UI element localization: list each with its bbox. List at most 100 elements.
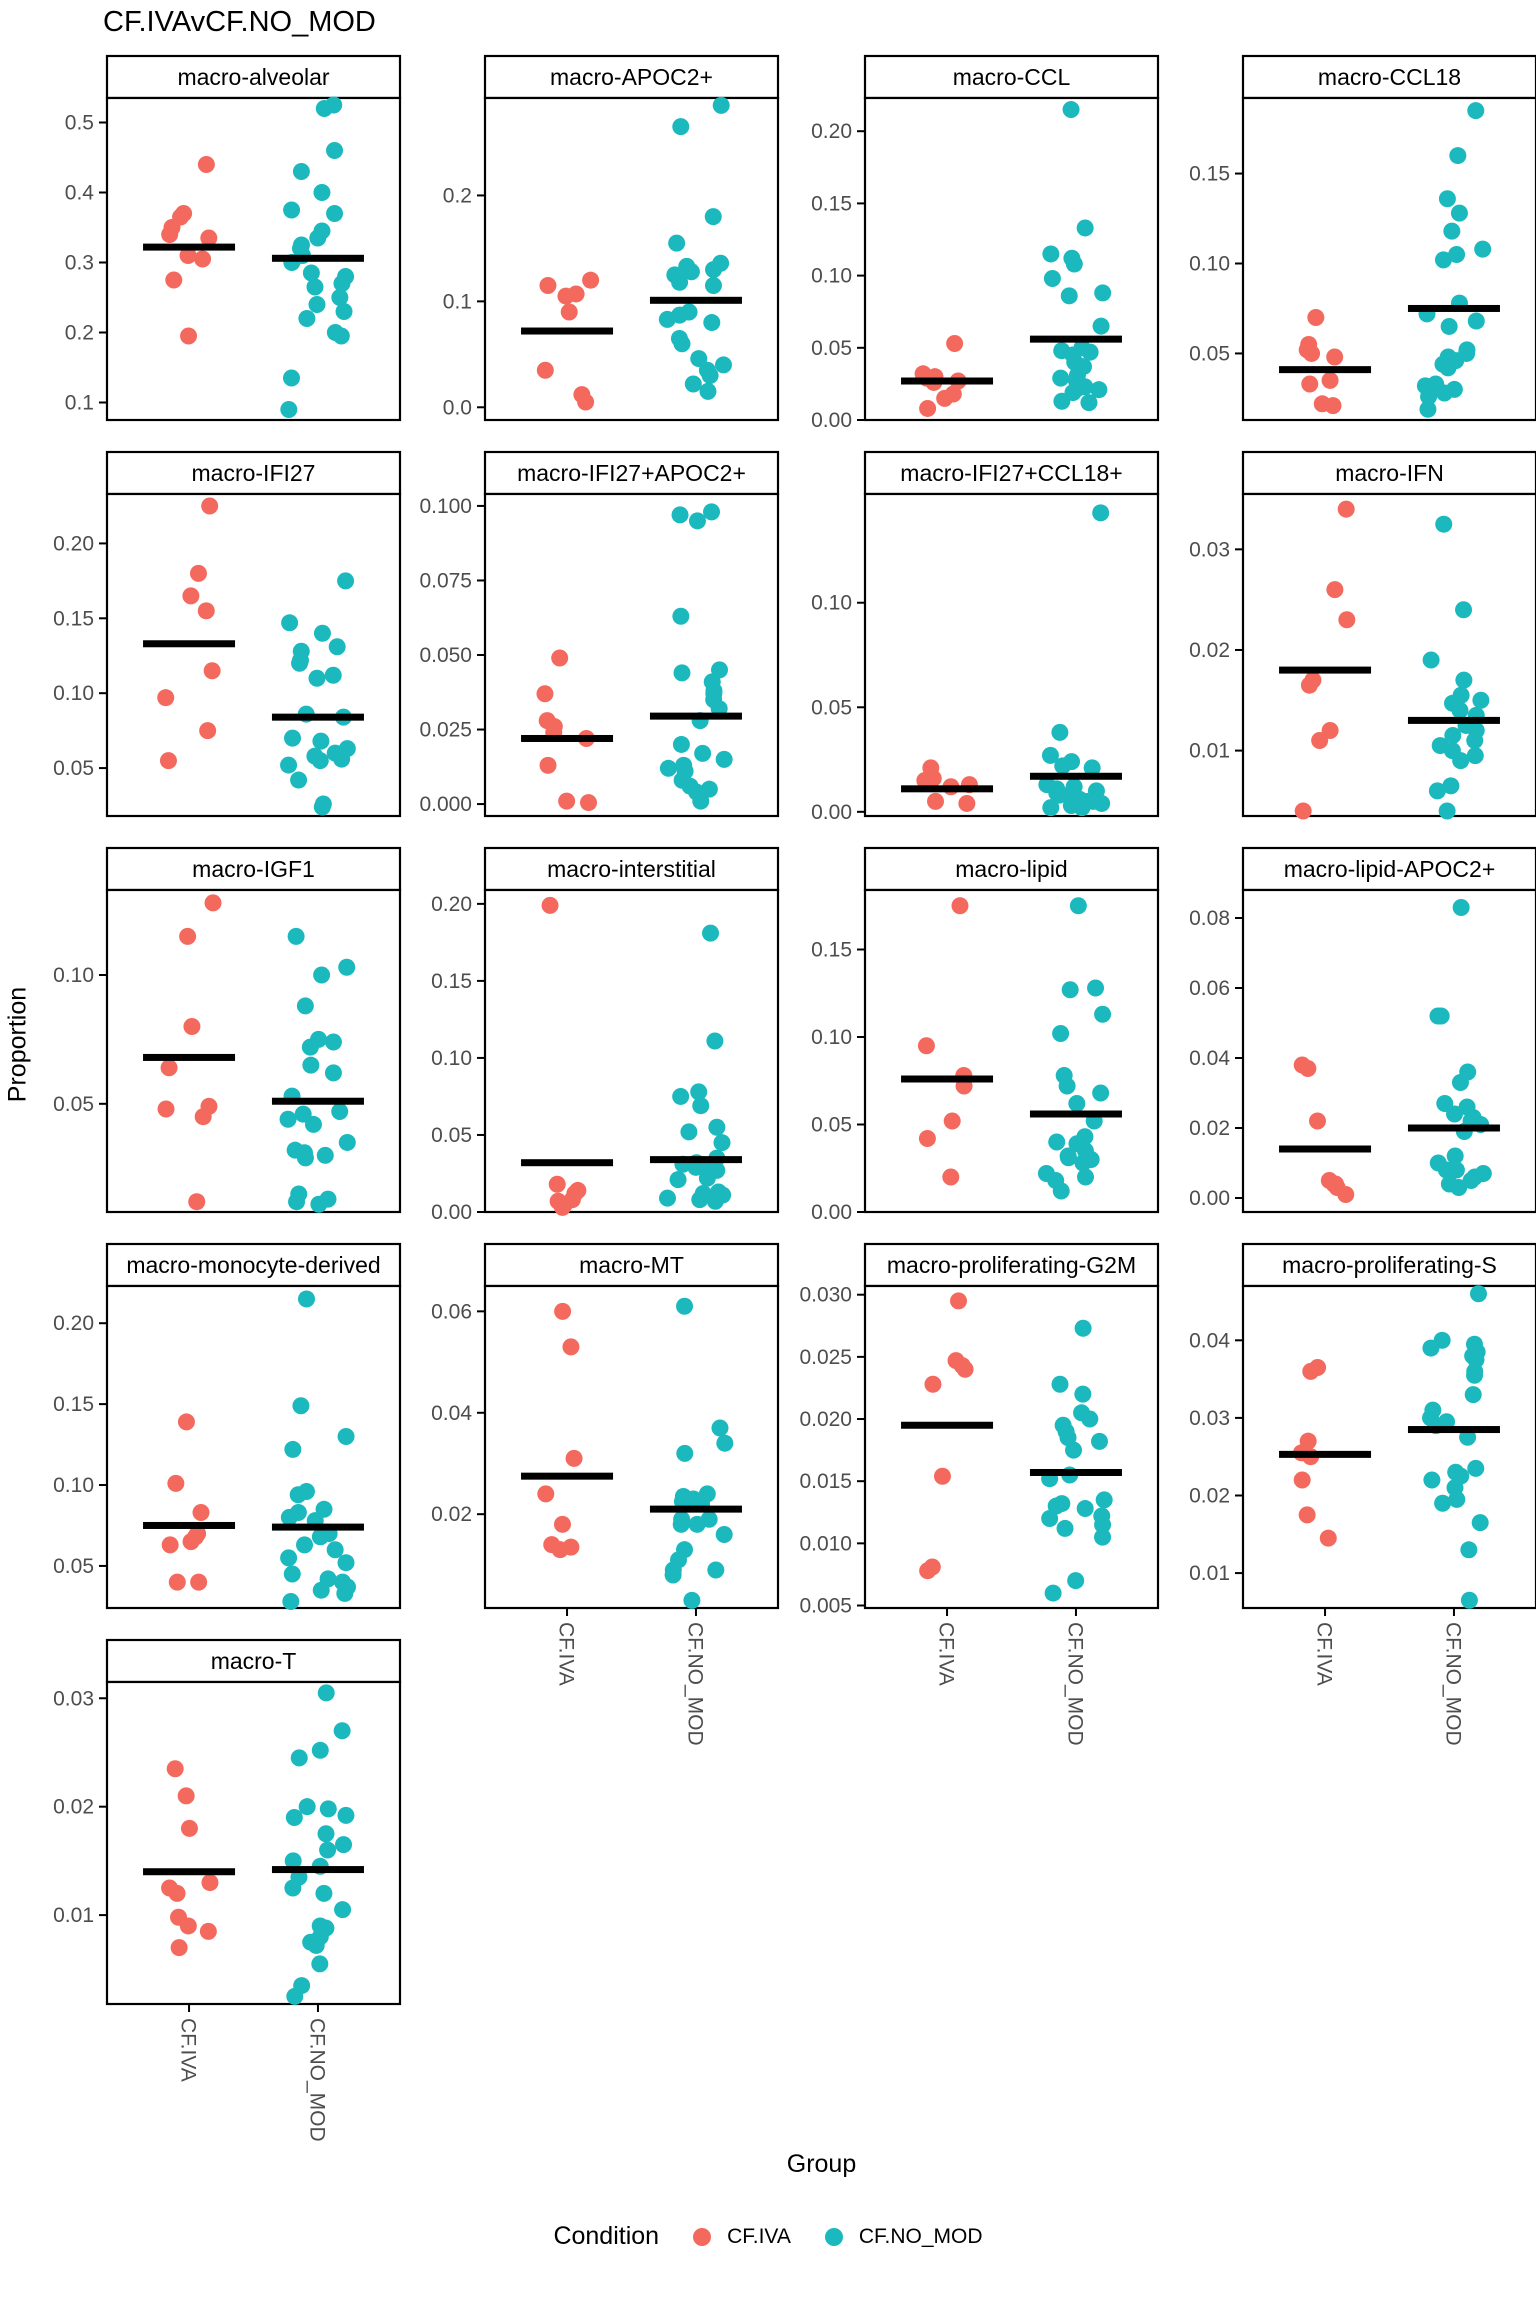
data-point-CF.IVA [170, 1939, 188, 1957]
facet-panel-macro-IFI27: macro-IFI27 0.05 0.10 0.15 0.20 [53, 450, 402, 818]
data-point-CF.NO_MOD [331, 289, 349, 306]
y-tick-label: 0.00 [811, 1201, 852, 1224]
panel-border [863, 1284, 1160, 1610]
data-point-CF.NO_MOD [311, 1955, 329, 1973]
panel-border [1241, 492, 1536, 818]
x-axis-title: Group [786, 2150, 857, 2178]
data-point-CF.NO_MOD [664, 1566, 682, 1584]
data-point-CF.NO_MOD [301, 1038, 319, 1056]
data-point-CF.NO_MOD [1440, 317, 1458, 335]
data-point-CF.IVA [179, 927, 197, 945]
data-point-CF.NO_MOD [294, 1105, 312, 1123]
data-point-CF.NO_MOD [338, 1133, 356, 1151]
y-tick-label: 0.04 [1189, 1047, 1230, 1070]
facet-strip [483, 1242, 780, 1288]
data-point-CF.NO_MOD [1052, 369, 1070, 387]
data-point-CF.NO_MOD [1094, 1528, 1112, 1546]
data-point-CF.NO_MOD [1422, 651, 1440, 669]
data-point-CF.NO_MOD [281, 614, 299, 632]
data-point-CF.NO_MOD [290, 771, 308, 789]
data-point-CF.NO_MOD [707, 1561, 725, 1579]
data-point-CF.IVA [958, 794, 976, 812]
data-point-CF.IVA [194, 250, 212, 268]
data-point-CF.NO_MOD [680, 1123, 698, 1141]
y-tick-label: 0.00 [1189, 1187, 1230, 1210]
y-tick-label: 0.08 [1189, 907, 1230, 930]
data-point-CF.NO_MOD [688, 1515, 706, 1533]
data-point-CF.NO_MOD [280, 756, 298, 774]
data-point-CF.NO_MOD [1422, 1339, 1440, 1357]
data-point-CF.NO_MOD [328, 638, 346, 656]
mean-bar-CF.NO_MOD [1407, 304, 1500, 312]
data-point-CF.NO_MOD [333, 1722, 351, 1740]
data-point-CF.NO_MOD [669, 1171, 687, 1189]
data-point-CF.NO_MOD [1467, 312, 1485, 330]
y-tick-label: 0.03 [1189, 1407, 1230, 1430]
data-point-CF.NO_MOD [326, 205, 344, 222]
data-point-CF.NO_MOD [1460, 1591, 1478, 1609]
data-point-CF.NO_MOD [1438, 802, 1456, 820]
data-point-CF.NO_MOD [699, 382, 717, 400]
mean-bar-CF.NO_MOD [1029, 772, 1122, 780]
facet-strip [105, 54, 402, 100]
data-point-CF.NO_MOD [1073, 799, 1091, 817]
y-tick-label: 0.02 [1189, 1117, 1230, 1140]
data-point-CF.NO_MOD [705, 261, 723, 279]
y-tick-label: 0.2 [443, 184, 472, 207]
data-point-CF.NO_MOD [1092, 317, 1110, 335]
data-point-CF.NO_MOD [692, 792, 710, 810]
legend-label-cf-no-mod: CF.NO_MOD [858, 2224, 983, 2248]
data-point-CF.NO_MOD [1081, 1410, 1099, 1428]
data-point-CF.IVA [203, 662, 221, 680]
data-point-CF.NO_MOD [1452, 899, 1470, 916]
data-point-CF.IVA [168, 1884, 186, 1902]
y-tick-label: 0.05 [53, 757, 94, 780]
data-point-CF.NO_MOD [715, 750, 733, 768]
data-point-CF.NO_MOD [1423, 1471, 1441, 1489]
mean-bar-CF.NO_MOD [649, 1505, 742, 1513]
data-point-CF.NO_MOD [1051, 723, 1069, 741]
data-point-CF.NO_MOD [704, 276, 722, 294]
data-point-CF.IVA [1338, 611, 1356, 629]
y-tick-label: 0.1 [65, 392, 94, 415]
mean-bar-CF.NO_MOD [1407, 1426, 1500, 1434]
y-tick-label: 0.15 [1189, 163, 1230, 186]
data-point-CF.NO_MOD [287, 927, 305, 945]
mean-bar-CF.IVA [521, 1472, 614, 1480]
x-tick-label: CF.IVA [555, 1622, 578, 1686]
data-point-CF.NO_MOD [280, 1508, 298, 1526]
data-point-CF.IVA [177, 1413, 195, 1431]
y-tick-label: 0.10 [53, 964, 94, 987]
data-point-CF.IVA [157, 1100, 175, 1118]
facet-panel-macro-monocyte-derived: macro-monocyte-derived 0.05 0.10 0.15 0.20 [53, 1242, 402, 1611]
facet-strip-label: macro-IGF1 [192, 856, 315, 882]
data-point-CF.NO_MOD [1076, 1168, 1094, 1186]
facet-panel-macro-IFN: macro-IFN 0.01 0.02 0.03 [1189, 450, 1536, 820]
panel-border [863, 492, 1160, 818]
y-tick-label: 0.10 [53, 682, 94, 705]
data-point-CF.IVA [197, 156, 215, 173]
data-point-CF.NO_MOD [1462, 1172, 1480, 1189]
data-point-CF.NO_MOD [1434, 251, 1452, 269]
data-point-CF.NO_MOD [1083, 759, 1101, 777]
data-point-CF.NO_MOD [706, 1192, 724, 1210]
facet-strip-label: macro-proliferating-S [1282, 1252, 1497, 1278]
data-point-CF.NO_MOD [311, 752, 329, 770]
y-tick-label: 0.010 [799, 1532, 852, 1555]
data-point-CF.NO_MOD [291, 654, 309, 672]
data-point-CF.NO_MOD [334, 1901, 352, 1919]
y-tick-label: 0.06 [431, 1300, 472, 1323]
facet-strip [863, 450, 1160, 496]
facet-strip-label: macro-IFI27+APOC2+ [517, 460, 746, 486]
data-point-CF.NO_MOD [311, 1741, 329, 1759]
data-point-CF.IVA [933, 1467, 951, 1485]
facet-strip [483, 846, 780, 892]
data-point-CF.IVA [159, 752, 177, 770]
y-tick-label: 0.00 [811, 409, 852, 432]
data-point-CF.IVA [551, 1541, 569, 1559]
y-tick-label: 0.000 [419, 793, 472, 816]
data-point-CF.NO_MOD [703, 503, 721, 521]
data-point-CF.IVA [956, 1360, 974, 1378]
data-point-CF.NO_MOD [672, 118, 690, 136]
y-tick-label: 0.10 [1189, 252, 1230, 275]
